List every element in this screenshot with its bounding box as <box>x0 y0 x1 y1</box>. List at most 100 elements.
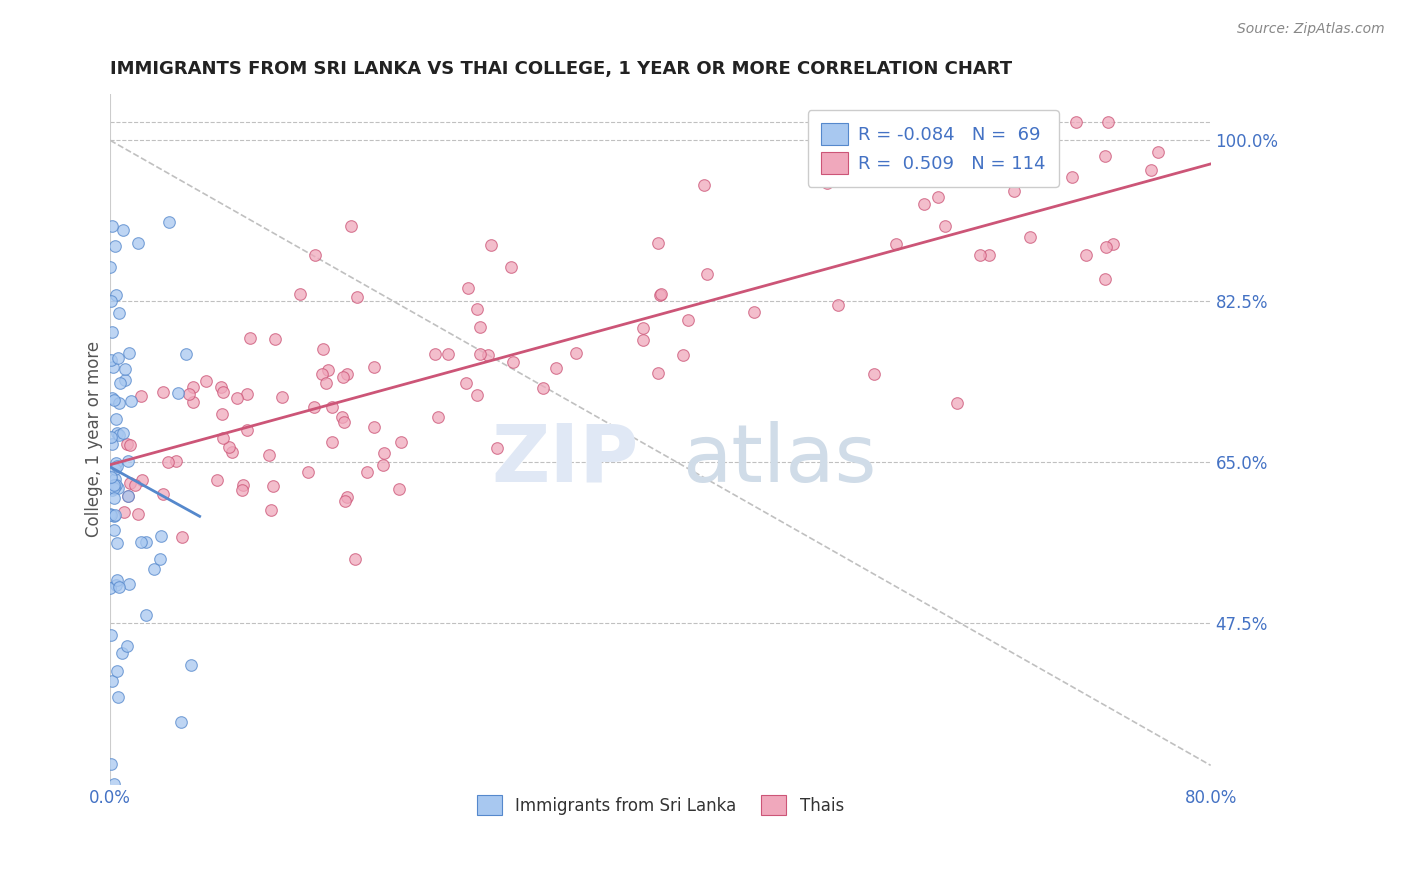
Text: atlas: atlas <box>682 421 877 499</box>
Point <box>103 523 125 537</box>
Point <box>108 376 131 390</box>
Point <box>302 400 325 414</box>
Point <box>862 367 884 381</box>
Point <box>101 674 124 689</box>
Point <box>502 355 524 369</box>
Point <box>111 222 134 236</box>
Point <box>115 437 138 451</box>
Point <box>181 395 204 409</box>
Point <box>110 646 132 660</box>
Point <box>135 535 157 549</box>
Point <box>257 448 280 462</box>
Point <box>316 363 339 377</box>
Point <box>104 472 127 486</box>
Point <box>1019 230 1042 244</box>
Point <box>312 342 335 356</box>
Point <box>264 332 287 346</box>
Point <box>912 197 935 211</box>
Point <box>815 176 838 190</box>
Point <box>389 434 412 449</box>
Point <box>143 561 166 575</box>
Point <box>262 478 284 492</box>
Point <box>288 286 311 301</box>
Point <box>647 236 669 251</box>
Point <box>1062 169 1084 184</box>
Point <box>232 478 254 492</box>
Point <box>235 423 257 437</box>
Point <box>388 482 411 496</box>
Point <box>105 535 128 549</box>
Point <box>304 248 326 262</box>
Point <box>101 437 124 451</box>
Point <box>335 494 357 508</box>
Point <box>336 367 359 381</box>
Point <box>105 288 128 302</box>
Point <box>103 359 125 374</box>
Point <box>363 419 385 434</box>
Point <box>152 487 174 501</box>
Point <box>742 305 765 319</box>
Point <box>174 347 197 361</box>
Point <box>100 260 122 274</box>
Point <box>108 395 131 409</box>
Point <box>170 715 193 730</box>
Point <box>311 367 333 381</box>
Point <box>226 391 249 405</box>
Point <box>117 454 139 468</box>
Point <box>827 298 849 312</box>
Point <box>1140 163 1163 178</box>
Point <box>101 391 124 405</box>
Point <box>1147 145 1170 160</box>
Point <box>212 384 235 399</box>
Point <box>1094 148 1116 162</box>
Point <box>107 351 129 365</box>
Point <box>343 552 366 566</box>
Point <box>107 690 129 704</box>
Point <box>332 415 354 429</box>
Point <box>180 658 202 673</box>
Point <box>692 178 714 192</box>
Point <box>486 441 509 455</box>
Point <box>166 386 188 401</box>
Point <box>105 477 128 491</box>
Point <box>1097 115 1119 129</box>
Point <box>950 159 973 173</box>
Point <box>112 426 135 441</box>
Point <box>120 437 142 451</box>
Point <box>631 320 654 334</box>
Point <box>100 757 122 772</box>
Point <box>131 473 153 487</box>
Point <box>105 578 128 592</box>
Point <box>235 386 257 401</box>
Point <box>114 374 136 388</box>
Point <box>103 491 125 505</box>
Point <box>218 440 240 454</box>
Point <box>205 473 228 487</box>
Point <box>1064 115 1087 129</box>
Point <box>211 407 233 421</box>
Point <box>100 483 122 497</box>
Point <box>104 412 127 426</box>
Point <box>672 348 695 362</box>
Point <box>103 481 125 495</box>
Point <box>103 508 125 523</box>
Point <box>100 508 122 523</box>
Point <box>437 347 460 361</box>
Point <box>321 434 343 449</box>
Point <box>98 582 121 596</box>
Point <box>195 374 218 388</box>
Point <box>356 465 378 479</box>
Point <box>108 306 131 320</box>
Point <box>117 489 139 503</box>
Point <box>470 320 492 334</box>
Text: Source: ZipAtlas.com: Source: ZipAtlas.com <box>1237 22 1385 37</box>
Point <box>346 290 368 304</box>
Point <box>468 347 491 361</box>
Point <box>100 353 122 368</box>
Point <box>1101 236 1123 251</box>
Point <box>100 470 122 484</box>
Point <box>631 333 654 347</box>
Point <box>423 347 446 361</box>
Point <box>1074 247 1097 261</box>
Point <box>149 529 172 543</box>
